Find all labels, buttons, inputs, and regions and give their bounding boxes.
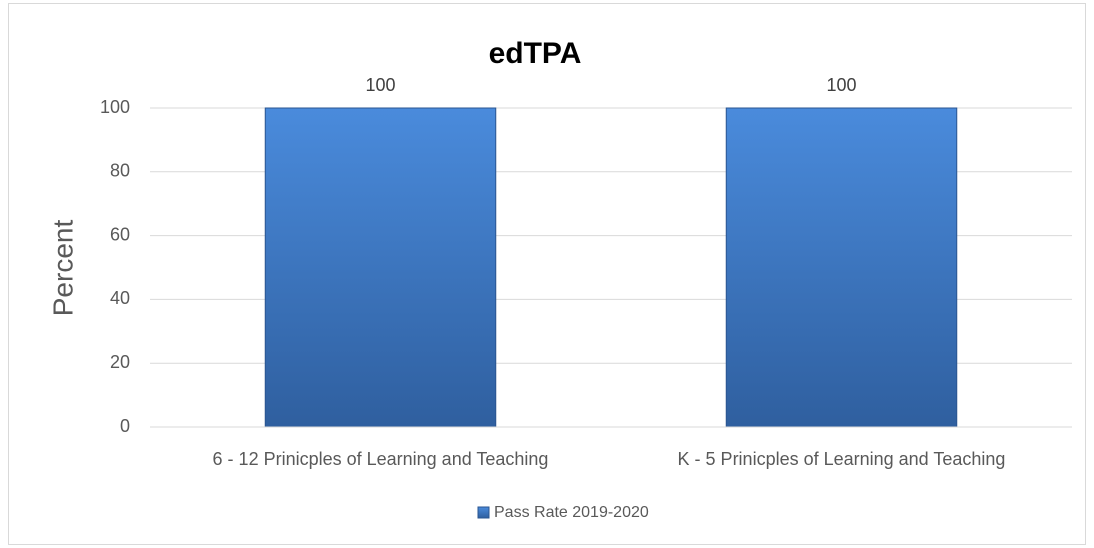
data-label: 100 xyxy=(826,75,856,95)
x-tick-label: K - 5 Prinicples of Learning and Teachin… xyxy=(678,449,1006,469)
y-tick-label: 0 xyxy=(120,416,130,436)
bar xyxy=(725,107,958,428)
legend-label: Pass Rate 2019-2020 xyxy=(494,504,649,521)
y-tick-label: 60 xyxy=(110,224,130,244)
y-tick-label: 100 xyxy=(100,97,130,117)
y-tick-label: 80 xyxy=(110,161,130,181)
x-tick-label: 6 - 12 Prinicples of Learning and Teachi… xyxy=(213,449,549,469)
y-axis-label: Percent xyxy=(47,220,78,317)
bar xyxy=(264,107,497,428)
chart-title: edTPA xyxy=(489,37,582,70)
y-tick-label: 20 xyxy=(110,352,130,372)
legend-swatch xyxy=(477,506,490,519)
data-label: 100 xyxy=(365,75,395,95)
y-tick-label: 40 xyxy=(110,288,130,308)
